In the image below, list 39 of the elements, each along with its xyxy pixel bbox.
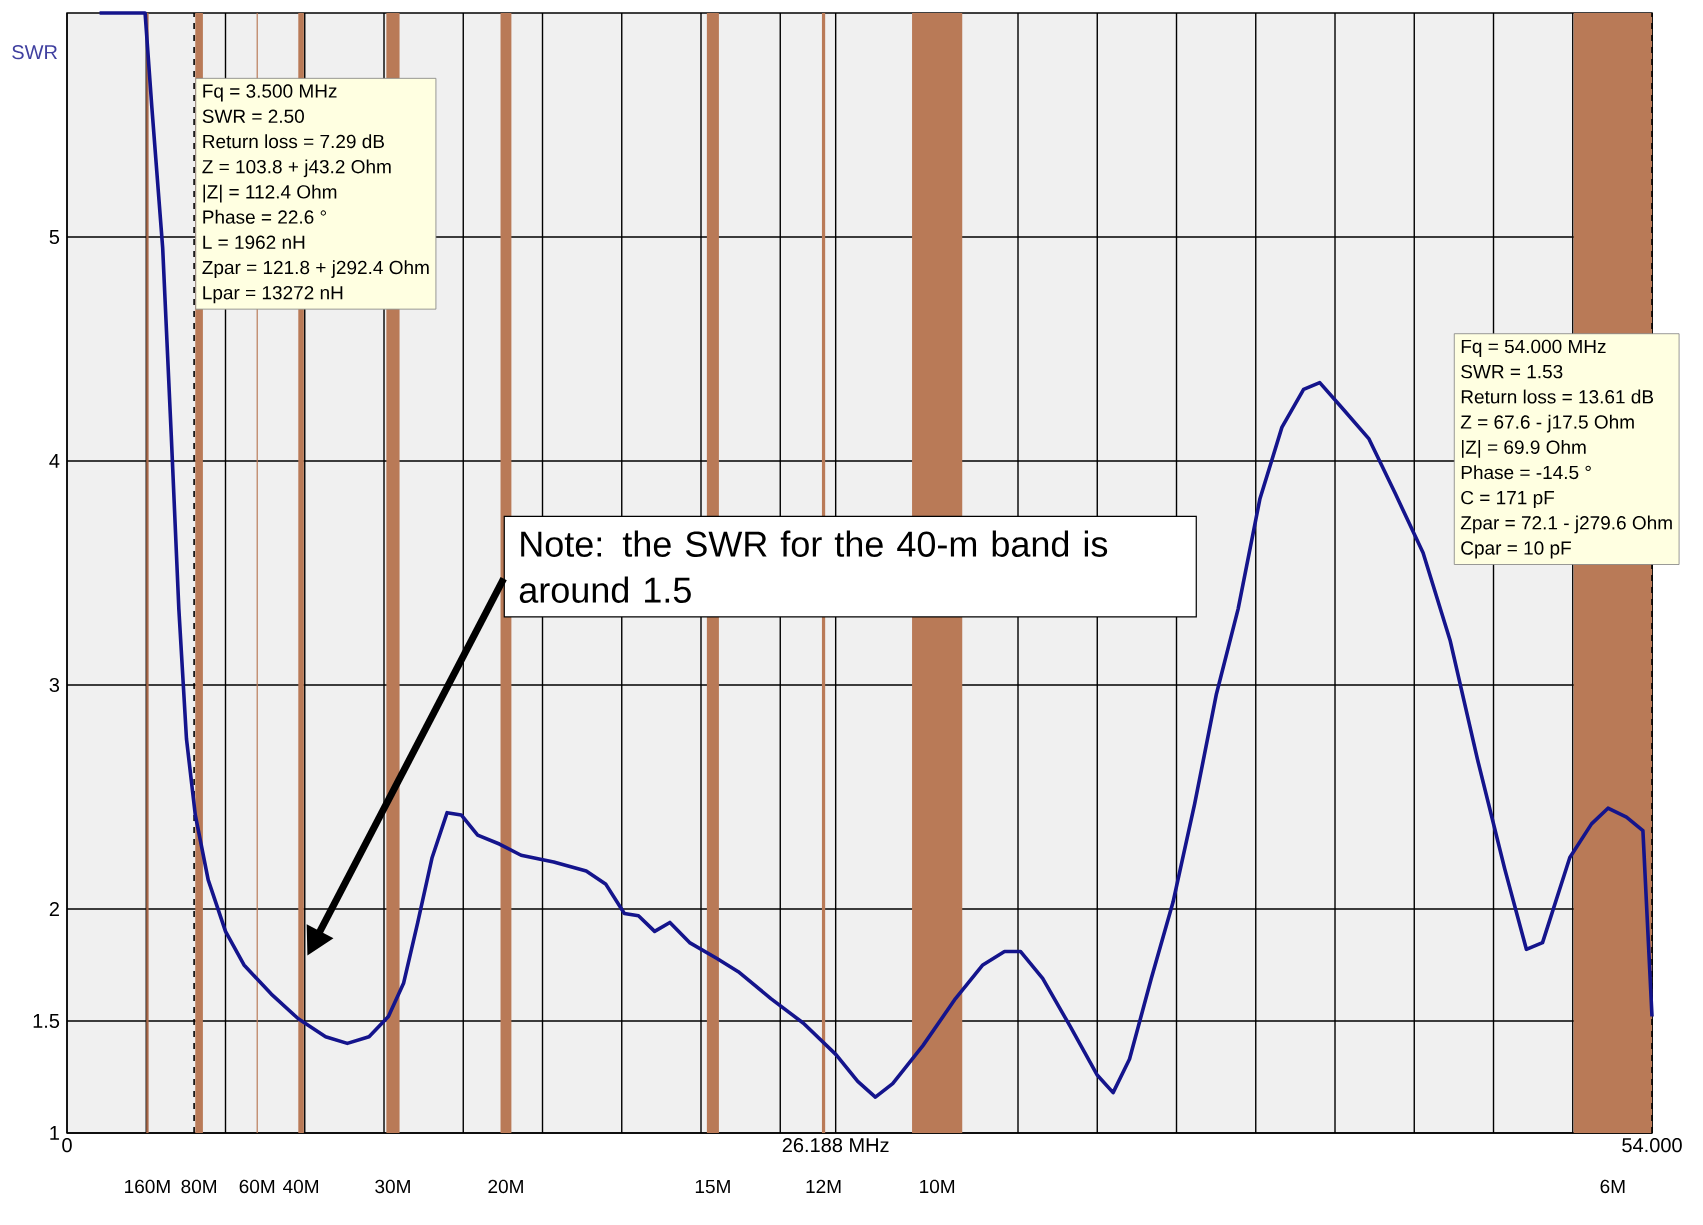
band-label: 60M (239, 1179, 275, 1194)
annotation: Zpar = 121.8 + j292.4 Ohm (202, 260, 429, 278)
annotation: Phase = 22.6 ° (203, 209, 326, 224)
y-tick-label: 5 (49, 230, 60, 244)
annotation: Lpar = 13272 nH (203, 285, 343, 304)
band-label: 12M (806, 1179, 841, 1193)
annotation: |Z| = 112.4 Ohm (203, 184, 337, 203)
annotation: Fq = 54.000 MHz (1461, 339, 1606, 357)
annotation: SWR = 2.50 (202, 109, 304, 123)
annotation: Z = 67.6 - j17.5 Ohm (1460, 414, 1634, 433)
band-label: 15M (695, 1179, 730, 1194)
annotation: Return loss = 13.61 dB (1461, 389, 1654, 404)
x-tick-label: 26.188 MHz (782, 1138, 889, 1153)
band-label: 10M (920, 1179, 955, 1194)
y-axis-title: SWR (12, 45, 58, 60)
band-label: 20M (488, 1179, 523, 1194)
y-tick-label: 4 (49, 454, 60, 468)
y-tick-label: 2 (49, 902, 59, 916)
annotation: Zpar = 72.1 - j279.6 Ohm (1460, 515, 1672, 534)
annotation: Z = 103.8 + j43.2 Ohm (202, 159, 391, 178)
annotation: L = 1962 nH (203, 235, 305, 249)
band-label: 40M (283, 1179, 319, 1194)
band-label: 30M (375, 1179, 410, 1194)
annotation: Phase = -14.5 ° (1461, 465, 1591, 480)
annotation: Return loss = 7.29 dB (203, 134, 384, 149)
annotation: |Z| = 69.9 Ohm (1461, 440, 1586, 458)
band-label: 80M (181, 1179, 217, 1194)
annotation: Cpar = 10 pF (1461, 541, 1571, 559)
annotation: Note: the SWR for the 40-m band is around 1.5 (519, 530, 1108, 603)
x-tick-label: 54.000 (1622, 1138, 1682, 1153)
annotation: SWR = 1.53 (1461, 364, 1563, 379)
y-tick-label: 3 (49, 677, 60, 693)
annotation: Fq = 3.500 MHz (203, 84, 337, 102)
x-tick-label: 0 (62, 1138, 72, 1153)
y-tick-label: 1 (50, 1126, 59, 1140)
y-tick-label: 1.5 (33, 1014, 60, 1028)
band-label: 160M (125, 1179, 170, 1194)
band-label: 6M (1600, 1179, 1625, 1194)
annotation: C = 171 pF (1461, 490, 1555, 509)
